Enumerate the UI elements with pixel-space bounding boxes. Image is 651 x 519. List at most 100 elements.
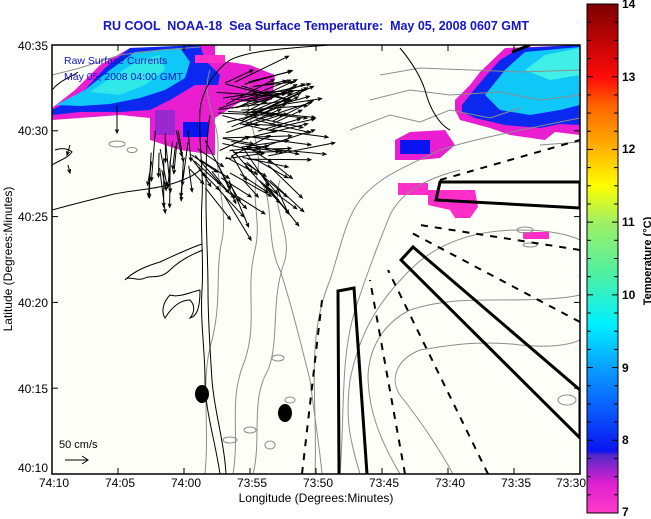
survey-box-east [434, 180, 580, 210]
colorbar-tick-label: 8 [622, 433, 629, 447]
x-tick-label: 73:55 [236, 476, 268, 490]
current-vector-arrow [262, 96, 300, 114]
y-tick-label: 40:30 [17, 124, 48, 138]
y-tick-label: 40:10 [17, 461, 48, 475]
current-vector-arrow [252, 79, 288, 88]
bathymetry-contours [52, 46, 580, 474]
current-vector-arrow [270, 148, 328, 156]
top-pink-patch [195, 55, 225, 63]
y-tick-label: 40:20 [17, 296, 48, 310]
current-vector-arrow [218, 99, 289, 111]
current-vector-arrow [264, 82, 312, 95]
northwest-cold-patch-aqua [90, 55, 165, 95]
x-tick-label: 73:40 [434, 476, 466, 490]
survey-box-south [336, 286, 369, 474]
current-vector-arrow [223, 133, 293, 139]
current-vector-arrow [226, 113, 259, 123]
survey-box-southeast [398, 244, 580, 441]
current-vector-arrow [199, 159, 231, 180]
current-vector-arrow [234, 55, 290, 83]
survey-boxes [336, 45, 580, 474]
current-vector-arrow [146, 161, 153, 187]
current-vector-arrow [228, 181, 241, 203]
colorbar-tick-label: 14 [622, 0, 636, 11]
current-vector-arrow [204, 187, 232, 221]
current-vector-arrow [163, 133, 168, 164]
current-vector-arrow [259, 181, 298, 210]
current-vector-arrow [243, 89, 295, 101]
colorbar-tick-label: 9 [622, 361, 629, 375]
current-vector-arrow [225, 156, 259, 175]
survey-box-north [511, 45, 531, 54]
current-vector-arrow [269, 179, 305, 213]
northeast-cold-patch-aqua [525, 48, 580, 80]
current-vector-arrow [225, 113, 284, 134]
scale-label: 50 cm/s [59, 439, 98, 451]
current-vector-arrow [272, 117, 317, 130]
x-tick-label: 73:30 [556, 476, 586, 490]
current-vector-arrow [149, 130, 156, 183]
map-layers [52, 45, 580, 474]
east-pink-patch-3 [428, 190, 478, 218]
x-tick-label: 73:35 [500, 476, 532, 490]
mooring-marker-1 [195, 385, 209, 403]
current-vector-arrow [245, 145, 273, 163]
legend-currents-label: Raw Surface Currents [64, 55, 168, 67]
colorbar-title: Temperature (°C) [642, 216, 651, 306]
current-vector-arrow [269, 160, 294, 180]
x-tick-label: 74:00 [170, 476, 202, 490]
current-vector-arrow [114, 105, 120, 135]
y-tick-label: 40:15 [17, 382, 48, 396]
current-vector-arrow [258, 101, 313, 120]
current-vector-arrow [161, 158, 166, 208]
current-vector-arrow [231, 103, 287, 128]
current-vector-arrow [239, 90, 272, 99]
mooring-marker-2 [278, 404, 292, 422]
y-tick-label: 40:35 [17, 39, 48, 53]
sst-layer [52, 45, 580, 239]
current-vector-arrow [198, 166, 212, 188]
x-tick-label: 73:50 [302, 476, 334, 490]
current-vector-arrow [187, 130, 193, 163]
current-vector-arrow [67, 164, 72, 175]
current-vector-arrow [247, 92, 287, 103]
current-vectors [66, 55, 337, 242]
current-vector-arrow [222, 137, 255, 146]
current-vector-arrow [245, 165, 281, 204]
current-vector-arrow [220, 177, 253, 198]
current-vector-arrow [242, 179, 260, 198]
current-vector-arrow [188, 165, 194, 193]
colorbar-ticks [587, 3, 618, 514]
current-vector-arrow [166, 141, 173, 190]
scale-arrow-icon [65, 455, 89, 465]
central-blue-patch [183, 122, 208, 137]
current-vector-arrow [171, 145, 176, 171]
current-vector-arrow [189, 168, 205, 185]
x-axis-title: Longitude (Degrees:Minutes) [238, 491, 394, 505]
coastline [52, 45, 451, 474]
current-vector-arrow [231, 98, 269, 109]
east-pink-patch-4 [523, 232, 549, 239]
x-tick-label: 74:05 [104, 476, 136, 490]
central-purple-patch [155, 110, 175, 135]
legend-currents-time: May 05, 2008 04:00 GMT [64, 71, 184, 83]
current-vector-arrow [194, 155, 222, 186]
current-vector-arrow [249, 85, 315, 116]
current-vector-arrow [197, 148, 225, 168]
current-vector-arrow [165, 139, 173, 194]
current-vector-arrow [179, 159, 184, 202]
y-axis-title: Latitude (Degrees:Minutes) [1, 186, 15, 332]
chart-title: RU COOL NOAA-18 Sea Surface Temperature:… [102, 19, 530, 33]
y-tick-label: 40:25 [17, 210, 48, 224]
colorbar-tick-label: 10 [622, 288, 636, 302]
current-vector-arrow [156, 152, 161, 179]
current-vector-arrow [267, 164, 304, 199]
x-tick-label: 74:10 [38, 476, 70, 490]
current-vector-arrow [247, 157, 313, 162]
current-vector-arrow [243, 148, 270, 187]
current-vector-arrow [224, 69, 255, 84]
current-vector-arrow [225, 78, 276, 105]
current-vector-arrow [229, 172, 273, 197]
colorbar [586, 3, 619, 514]
